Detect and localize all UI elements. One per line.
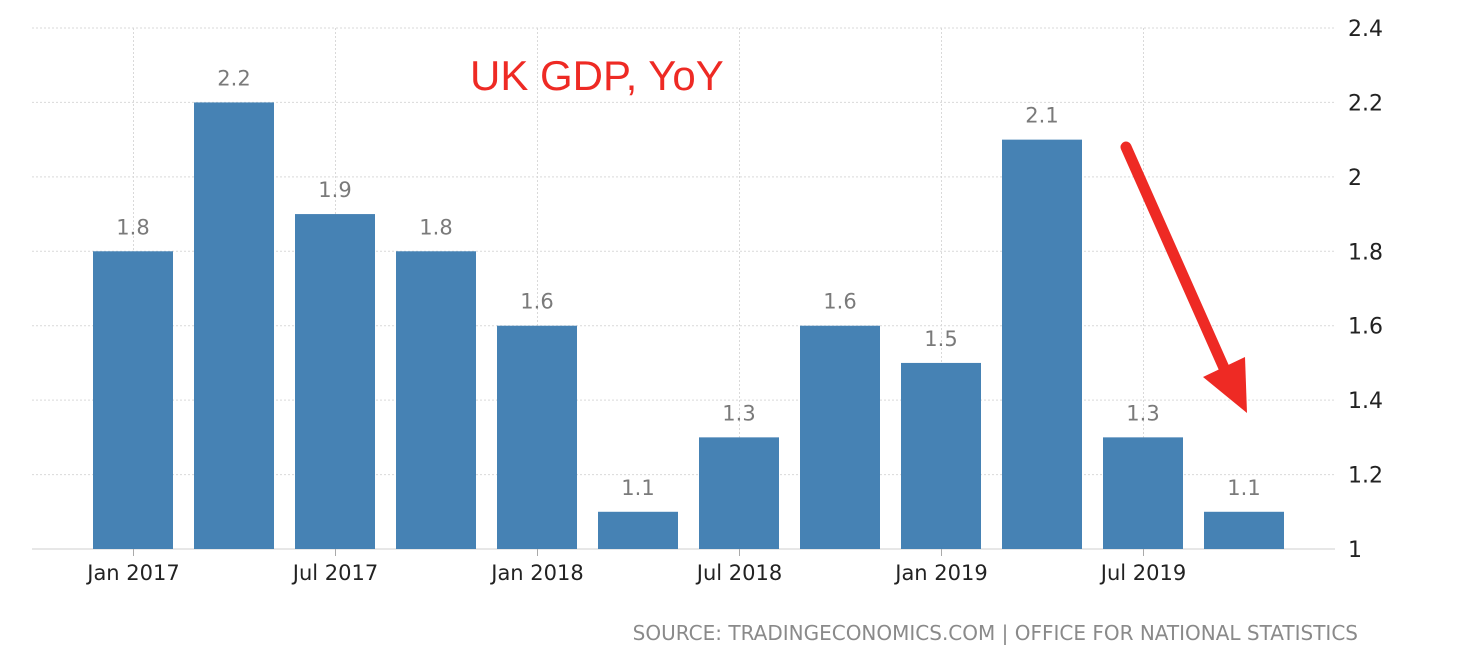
x-tick-label: Jan 2017 [85,561,180,585]
bar [194,102,274,549]
y-tick-label: 1.2 [1348,464,1383,489]
y-tick-label: 1.8 [1348,240,1383,265]
data-label: 2.2 [217,66,250,90]
y-tick-label: 2.2 [1348,91,1383,116]
bar [901,362,981,549]
x-tick-label: Jan 2018 [489,561,584,585]
x-tick-label: Jul 2019 [1099,561,1186,585]
y-tick-label: 1.6 [1348,315,1383,340]
data-label: 2.1 [1025,104,1058,128]
chart-title: UK GDP, YoY [470,52,724,99]
data-label: 1.5 [924,327,957,351]
x-tick-label: Jul 2018 [695,561,782,585]
x-tick-label: Jan 2019 [893,561,988,585]
bar [93,251,173,550]
bar [497,325,577,549]
data-label: 1.9 [318,178,351,202]
bar [1103,437,1183,549]
y-tick-label: 2 [1348,166,1362,191]
y-tick-label: 2.4 [1348,17,1383,42]
data-label: 1.8 [419,215,452,239]
bar [699,437,779,549]
bar [598,511,678,549]
data-label: 1.8 [116,215,149,239]
x-axis: Jan 2017 Jul 2017 Jan 2018 Jul 2018 Jan 2019… [85,549,1186,585]
bar [800,325,880,549]
bar [1002,139,1082,549]
x-tick-label: Jul 2017 [291,561,378,585]
y-tick-label: 1.4 [1348,389,1383,414]
data-label: 1.6 [520,290,553,314]
source-text: SOURCE: TRADINGECONOMICS.COM | OFFICE FO… [633,621,1358,645]
data-label: 1.6 [823,290,856,314]
bar [396,251,476,550]
data-label: 1.1 [1227,476,1260,500]
arrow-annotation-icon [1120,141,1247,413]
bars [93,102,1284,550]
data-label: 1.1 [621,476,654,500]
data-label: 1.3 [1126,401,1159,425]
bar [295,214,375,550]
bar [1204,511,1284,549]
data-labels: 1.8 2.2 1.9 1.8 1.6 1.1 1.3 1.6 1.5 2.1 1.3 1.1 [116,66,1260,499]
y-axis: 1 1.2 1.4 1.6 1.8 2 2.2 2.4 [1348,17,1383,563]
y-tick-label: 1 [1348,538,1362,563]
data-label: 1.3 [722,401,755,425]
